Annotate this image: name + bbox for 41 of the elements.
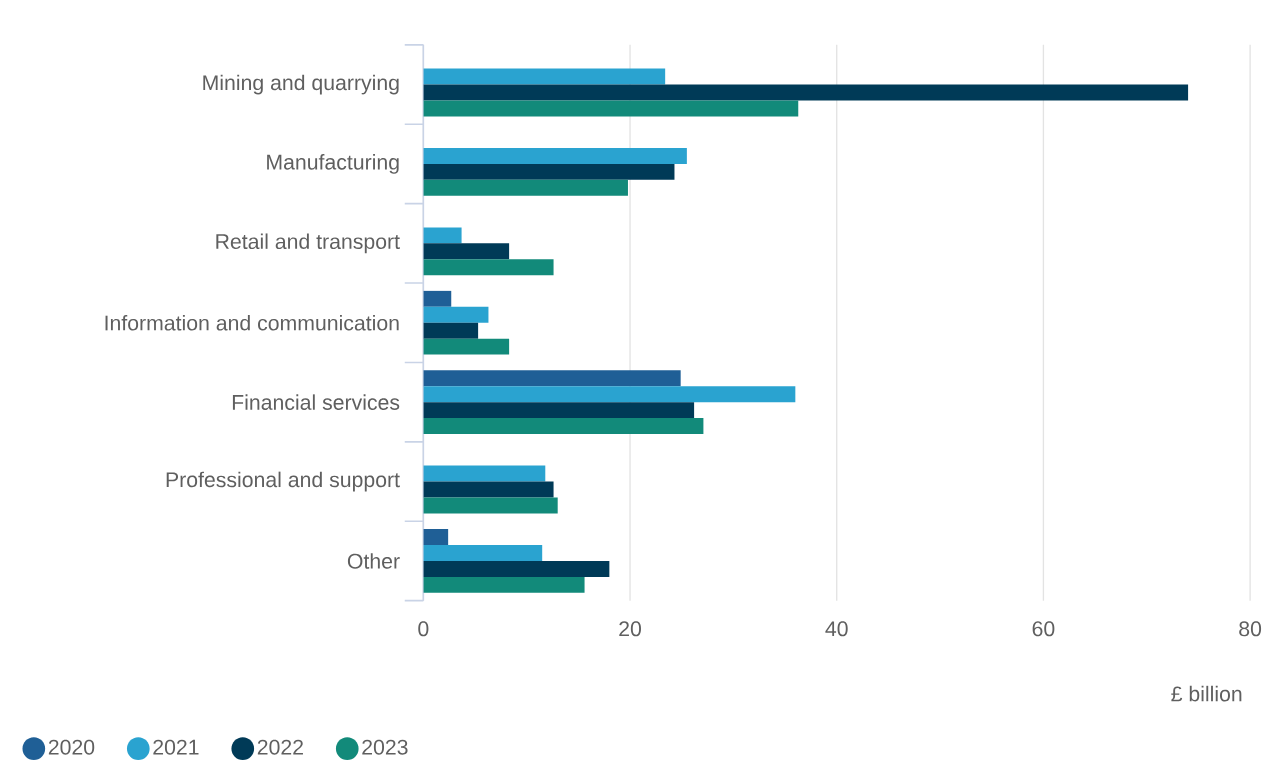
y-tick-label: Financial services [232, 394, 400, 410]
bar [423, 338, 510, 355]
y-tick-label: Other [347, 553, 400, 569]
bar [423, 227, 462, 244]
bar [423, 290, 452, 307]
bar [423, 481, 554, 498]
bar [423, 497, 558, 514]
bar [423, 529, 449, 546]
x-axis-title: £ billion [1171, 685, 1242, 702]
bar [423, 560, 610, 577]
y-tick-label: Information and communication [105, 314, 399, 331]
legend-label: 2020 [48, 739, 95, 755]
bar [423, 386, 796, 403]
legend-label: 2023 [362, 739, 408, 755]
x-tick-label: 80 [1239, 621, 1262, 637]
bar [423, 148, 687, 164]
y-tick-label: Retail and transport [216, 233, 400, 254]
bar [423, 179, 628, 196]
legend-label: 2022 [257, 739, 303, 755]
bar [423, 306, 489, 323]
bar [423, 465, 546, 482]
y-tick-label: Professional and support [166, 471, 400, 492]
x-tick-label: 20 [619, 621, 642, 637]
bar [423, 84, 1189, 101]
bar [423, 545, 543, 561]
x-tick-label: 0 [418, 621, 429, 637]
bar [423, 68, 666, 85]
y-tick-label: Manufacturing [267, 154, 399, 174]
x-tick-label: 40 [825, 621, 848, 637]
bar [423, 100, 799, 117]
x-tick-label: 60 [1032, 621, 1055, 637]
bar [423, 370, 681, 387]
y-tick-label: Mining and quarrying [203, 74, 399, 95]
bar [423, 576, 585, 593]
bar [423, 163, 675, 180]
bar [423, 418, 704, 435]
bar [423, 402, 695, 419]
bar [423, 322, 479, 339]
bar [423, 243, 510, 260]
legend-label: 2021 [153, 739, 199, 755]
bar [423, 259, 554, 276]
